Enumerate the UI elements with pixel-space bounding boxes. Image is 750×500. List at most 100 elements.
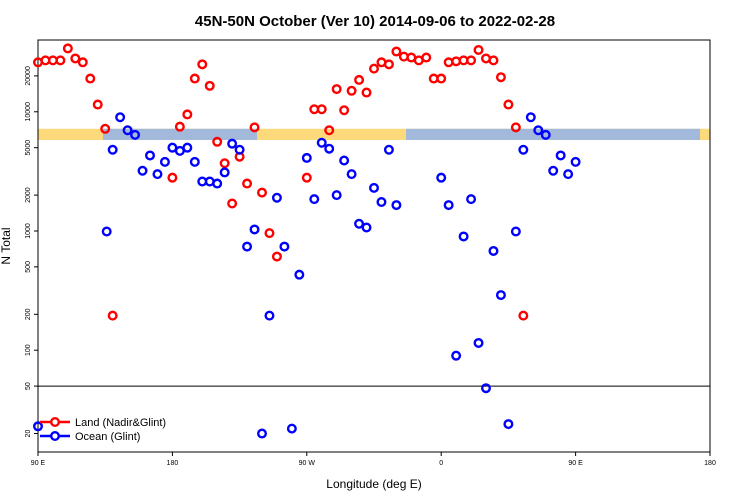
- ocean-point: [376, 197, 387, 208]
- x-tick-label: 180: [167, 460, 179, 467]
- land-point: [174, 121, 185, 132]
- ocean-point: [451, 350, 462, 361]
- ocean-point: [234, 144, 245, 155]
- land-point: [70, 53, 81, 64]
- ocean-point: [115, 112, 126, 123]
- ocean-point: [294, 269, 305, 280]
- ocean-point: [525, 112, 536, 123]
- y-tick-label: 100: [25, 344, 32, 356]
- ocean-point: [331, 190, 342, 201]
- land-point: [212, 136, 223, 147]
- land-point: [488, 55, 499, 66]
- x-tick-label: 90 E: [31, 460, 46, 467]
- land-point: [227, 198, 238, 209]
- ocean-point: [301, 152, 312, 163]
- x-tick-label: 0: [439, 460, 443, 467]
- land-point: [361, 87, 372, 98]
- land-point: [466, 55, 477, 66]
- land-point: [421, 52, 432, 63]
- data-points: [33, 43, 581, 439]
- ocean-point: [555, 150, 566, 161]
- ocean-point: [249, 224, 260, 235]
- ocean-point: [443, 200, 454, 211]
- land-point: [473, 44, 484, 55]
- legend: Land (Nadir&Glint) Ocean (Glint): [40, 417, 166, 443]
- chart-title: 45N-50N October (Ver 10) 2014-09-06 to 2…: [195, 13, 555, 30]
- land-point: [518, 310, 529, 321]
- land-point: [182, 109, 193, 120]
- land-point: [354, 74, 365, 85]
- ocean-point: [271, 192, 282, 203]
- band-ocean-segment: [406, 128, 700, 140]
- legend-ocean-marker: [50, 431, 61, 442]
- land-point: [92, 99, 103, 110]
- land-point: [189, 73, 200, 84]
- y-tick-label: 2000: [25, 187, 32, 203]
- x-axis-label: Longitude (deg E): [326, 477, 421, 491]
- ocean-point: [219, 167, 230, 178]
- land-point: [301, 172, 312, 183]
- ocean-point: [495, 290, 506, 301]
- legend-land-label: Land (Nadir&Glint): [75, 417, 166, 429]
- y-tick-label: 200: [25, 308, 32, 320]
- land-point: [495, 72, 506, 83]
- y-tick-label: 5000: [25, 140, 32, 156]
- ocean-point: [503, 419, 514, 430]
- ocean-point: [361, 222, 372, 233]
- band-ocean-segment: [103, 128, 257, 140]
- ocean-point: [518, 144, 529, 155]
- y-tick-label: 20: [25, 430, 32, 438]
- ocean-point: [212, 178, 223, 189]
- x-tick-label: 180: [704, 460, 716, 467]
- land-point: [436, 73, 447, 84]
- ocean-point: [466, 194, 477, 205]
- ocean-point: [264, 310, 275, 321]
- ocean-point: [510, 226, 521, 237]
- ocean-point: [458, 231, 469, 242]
- land-point: [339, 105, 350, 116]
- ocean-point: [189, 156, 200, 167]
- ocean-point: [369, 182, 380, 193]
- y-tick-label: 500: [25, 261, 32, 273]
- land-point: [167, 172, 178, 183]
- ocean-point: [182, 142, 193, 153]
- land-point: [62, 43, 73, 54]
- ocean-point: [137, 165, 148, 176]
- land-point: [242, 178, 253, 189]
- land-point: [85, 73, 96, 84]
- land-point: [383, 59, 394, 70]
- ocean-point: [481, 383, 492, 394]
- legend-land-marker: [50, 417, 61, 428]
- ocean-point: [159, 156, 170, 167]
- ocean-point: [570, 156, 581, 167]
- ocean-point: [533, 125, 544, 136]
- land-point: [324, 125, 335, 136]
- land-point: [204, 80, 215, 91]
- ocean-point: [383, 144, 394, 155]
- land-point: [271, 251, 282, 262]
- y-axis-label: N Total: [0, 227, 13, 264]
- ocean-point: [391, 200, 402, 211]
- ocean-point: [279, 241, 290, 252]
- ocean-point: [227, 138, 238, 149]
- ocean-point: [33, 421, 44, 432]
- glint-band: [38, 128, 710, 140]
- y-tick-label: 1000: [25, 223, 32, 239]
- land-point: [219, 158, 230, 169]
- ocean-point: [339, 155, 350, 166]
- ocean-point: [257, 428, 268, 439]
- ocean-point: [309, 194, 320, 205]
- ocean-point: [107, 144, 118, 155]
- x-axis: 90 E 180 90 W 0 90 E 180: [31, 452, 716, 467]
- land-point: [510, 122, 521, 133]
- land-point: [503, 99, 514, 110]
- ocean-point: [548, 165, 559, 176]
- ocean-point: [563, 169, 574, 180]
- x-tick-label: 90 W: [299, 460, 316, 467]
- ocean-point: [101, 226, 112, 237]
- ocean-point: [122, 125, 133, 136]
- ocean-point: [130, 129, 141, 140]
- land-point: [257, 187, 268, 198]
- land-point: [77, 57, 88, 68]
